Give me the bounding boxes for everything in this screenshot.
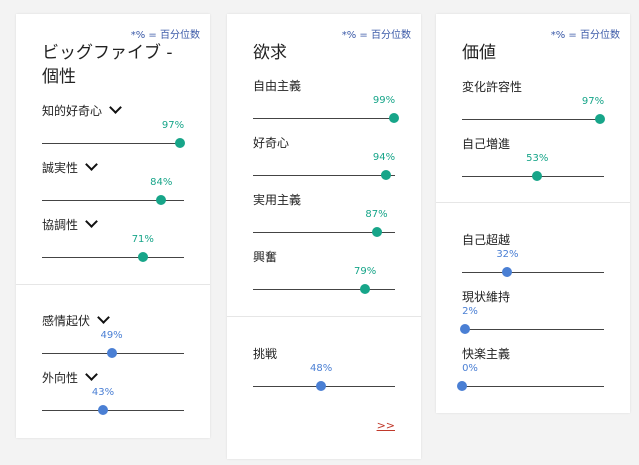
trait-extraversion: 外向性 43% (42, 368, 184, 419)
slider-knob[interactable] (98, 405, 109, 415)
percentile-value: 71% (131, 234, 154, 245)
trait-label: 自己増進 (462, 137, 511, 151)
slider-track (253, 289, 395, 290)
trait-label: 協調性 (42, 215, 98, 233)
trait-emotional-range: 感情起伏 49% (42, 311, 184, 362)
percentile-value: 48% (310, 363, 333, 374)
trait-openness: 知的好奇心 97% (42, 101, 185, 152)
slider-track (253, 118, 395, 119)
percentile-note: *% = 百分位数 (130, 30, 200, 41)
slider-track (462, 272, 604, 273)
slider-track (42, 410, 184, 411)
trait-label: 誠実性 (42, 158, 98, 176)
percentile-note: *% = 百分位数 (550, 30, 620, 41)
values-card: *% = 百分位数 価値 変化許容性 97% 自己増進 53% 自己超越 32%… (436, 14, 630, 413)
percentile-value: 99% (372, 95, 396, 106)
trait-label: 快楽主義 (462, 347, 511, 361)
trait-label: 変化許容性 (462, 80, 523, 94)
slider-track (42, 200, 184, 201)
trait-self-enhancement: 自己増進 53% (462, 135, 604, 185)
percentile-value: 97% (581, 96, 605, 107)
trait-label: 挑戦 (253, 347, 278, 361)
personality-card: *% = 百分位数 ビッグファイブ - 個性 知的好奇心 97% 誠実性 84%… (16, 14, 210, 438)
section-divider (436, 202, 630, 203)
slider-track (253, 232, 395, 233)
trait-liberty: 自由主義 99% (253, 77, 399, 127)
section-divider (227, 316, 421, 317)
slider-knob[interactable] (594, 114, 605, 124)
percentile-value: 32% (496, 249, 519, 260)
chevron-down-icon[interactable] (109, 101, 122, 114)
trait-challenge: 挑戦 48% (253, 345, 395, 395)
percentile-value: 53% (526, 153, 549, 164)
slider-knob[interactable] (457, 381, 467, 391)
chevron-down-icon[interactable] (97, 311, 110, 324)
trait-conscientiousness: 誠実性 84% (42, 158, 184, 209)
percentile-value: 84% (150, 177, 173, 188)
slider-knob[interactable] (316, 381, 327, 391)
slider-knob[interactable] (174, 138, 185, 148)
slider-knob[interactable] (371, 227, 382, 237)
trait-label: 現状維持 (462, 290, 511, 304)
trait-conservation: 現状維持 2% (459, 288, 604, 338)
needs-title: 欲求 (253, 43, 287, 63)
values-title: 価値 (462, 43, 496, 63)
more-link[interactable]: >> (376, 419, 395, 432)
percentile-note: *% = 百分位数 (341, 30, 411, 41)
slider-knob[interactable] (532, 171, 543, 181)
percentile-value: 49% (100, 330, 123, 341)
personality-title: ビッグファイブ - 個性 (42, 43, 173, 87)
slider-track (462, 386, 604, 387)
section-divider (16, 284, 210, 285)
chevron-down-icon[interactable] (85, 368, 98, 381)
chevron-down-icon[interactable] (85, 215, 98, 228)
needs-card: *% = 百分位数 欲求 自由主義 99% 好奇心 94% 実用主義 87% 興… (227, 14, 421, 459)
trait-hedonism: 快楽主義 0% (457, 345, 604, 395)
slider-track (253, 175, 395, 176)
trait-label: 好奇心 (253, 136, 290, 150)
slider-knob[interactable] (360, 284, 371, 294)
trait-practicality: 実用主義 87% (253, 191, 395, 241)
trait-label: 実用主義 (253, 193, 302, 207)
percentile-value: 43% (91, 387, 115, 398)
trait-agreeableness: 協調性 71% (42, 215, 184, 266)
slider-knob[interactable] (106, 348, 117, 358)
slider-knob[interactable] (502, 267, 513, 277)
trait-curiosity: 好奇心 94% (253, 134, 395, 184)
trait-label: 知的好奇心 (42, 101, 122, 119)
trait-excitement: 興奮 79% (253, 248, 395, 298)
slider-knob[interactable] (388, 113, 399, 123)
trait-label: 自己超越 (462, 233, 511, 247)
slider-track (42, 143, 184, 144)
trait-label: 外向性 (42, 368, 98, 386)
percentile-value: 0% (462, 363, 478, 374)
percentile-value: 79% (354, 266, 377, 277)
percentile-value: 97% (161, 120, 185, 131)
percentile-value: 2% (462, 306, 478, 317)
slider-track (462, 329, 604, 330)
slider-knob[interactable] (459, 324, 470, 334)
slider-knob[interactable] (156, 195, 167, 205)
trait-label: 自由主義 (253, 79, 302, 93)
trait-self-transcendence: 自己超越 32% (462, 231, 604, 281)
trait-label: 興奮 (253, 250, 278, 264)
percentile-value: 94% (372, 152, 396, 163)
trait-label: 感情起伏 (42, 311, 110, 329)
slider-knob[interactable] (381, 170, 392, 180)
chevron-down-icon[interactable] (85, 158, 98, 171)
trait-openness-to-change: 変化許容性 97% (462, 78, 605, 128)
percentile-value: 87% (365, 209, 388, 220)
slider-track (462, 119, 604, 120)
slider-knob[interactable] (137, 252, 148, 262)
slider-track (42, 257, 184, 258)
